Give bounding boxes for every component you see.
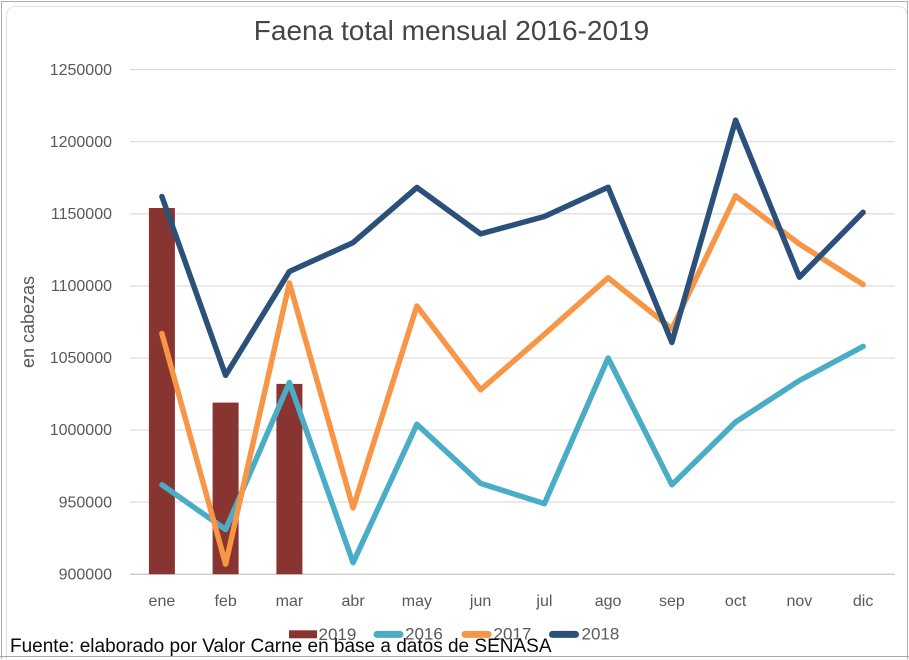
svg-text:2019: 2019 (319, 625, 357, 644)
svg-text:may: may (402, 593, 432, 610)
svg-text:nov: nov (787, 593, 813, 610)
svg-text:oct: oct (725, 593, 747, 610)
svg-text:jul: jul (535, 593, 552, 610)
svg-text:sep: sep (659, 593, 685, 610)
svg-text:dic: dic (853, 593, 873, 610)
svg-text:1050000: 1050000 (50, 350, 112, 367)
svg-text:Faena total mensual 2016-2019: Faena total mensual 2016-2019 (254, 15, 649, 46)
svg-text:en cabezas: en cabezas (18, 276, 38, 368)
svg-text:abr: abr (342, 593, 366, 610)
svg-text:feb: feb (214, 593, 236, 610)
svg-text:1250000: 1250000 (50, 62, 112, 79)
svg-text:mar: mar (276, 593, 304, 610)
svg-text:950000: 950000 (59, 494, 112, 511)
svg-text:2016: 2016 (405, 625, 443, 644)
svg-text:2017: 2017 (494, 625, 532, 644)
svg-text:1000000: 1000000 (50, 422, 112, 439)
svg-text:1100000: 1100000 (51, 278, 112, 295)
svg-text:Fuente: elaborado por Valor Ca: Fuente: elaborado por Valor Carne en bas… (10, 636, 552, 657)
svg-text:ene: ene (149, 593, 176, 610)
svg-text:900000: 900000 (59, 566, 112, 583)
svg-text:jun: jun (469, 593, 491, 610)
svg-text:1200000: 1200000 (50, 134, 112, 151)
svg-text:2018: 2018 (582, 625, 620, 644)
svg-text:ago: ago (595, 593, 622, 610)
svg-text:1150000: 1150000 (51, 206, 112, 223)
